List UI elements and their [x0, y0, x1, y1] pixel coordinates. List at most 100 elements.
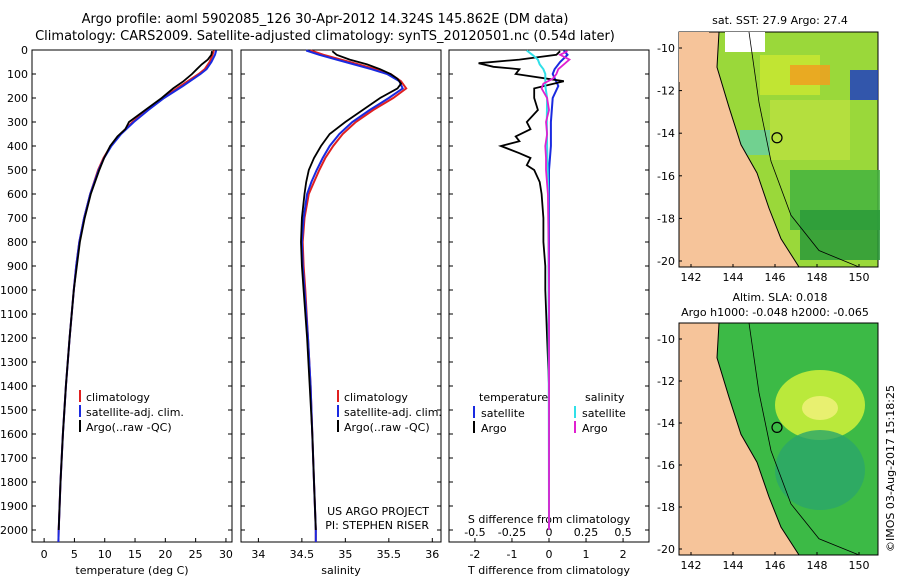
y-tick-label: 800 — [7, 236, 28, 249]
map-y-tick-label: -18 — [657, 501, 675, 514]
legend-label: climatology — [344, 391, 408, 404]
series-line-argo — [300, 50, 403, 531]
map-x-tick-label: 148 — [807, 271, 828, 284]
map-x-tick-label: 146 — [765, 559, 786, 572]
map-sst-patch — [800, 210, 880, 260]
map-sla-label: Altim. SLA: 0.018 — [732, 291, 827, 304]
y-tick-label: 1200 — [0, 332, 28, 345]
x-tick-label-temperature: 20 — [158, 548, 172, 561]
map-x-tick-label: 144 — [723, 271, 744, 284]
x-tick-label-salinity: 36 — [425, 548, 439, 561]
legend-label: satellite-adj. clim. — [344, 406, 442, 419]
plot-frame-temperature — [31, 49, 233, 543]
legend-label: climatology — [86, 391, 150, 404]
map-sst-label: sat. SST: 27.9 Argo: 27.4 — [712, 14, 848, 27]
map-y-tick-label: -12 — [657, 85, 675, 98]
legend-label: Argo — [582, 422, 608, 435]
plot-frame-salinity — [240, 49, 442, 543]
x-tick-label-difference: 1 — [583, 548, 590, 561]
x-top-tick-label: 0 — [546, 526, 553, 539]
y-tick-label: 1900 — [0, 500, 28, 513]
map-isobath — [748, 322, 860, 556]
legend-label: satellite-adj. clim. — [86, 406, 184, 419]
imos-timestamp: ©IMOS 03-Aug-2017 15:18:25 — [884, 385, 897, 552]
x-tick-label-salinity: 35.5 — [377, 548, 402, 561]
map-x-tick-label: 148 — [807, 559, 828, 572]
annotation-pi: PI: STEPHEN RISER — [325, 519, 429, 532]
legend-label: Argo(..raw -QC) — [86, 421, 172, 434]
map-isobath — [748, 31, 860, 268]
y-tick-label: 1500 — [0, 404, 28, 417]
x-tick-label-temperature: 15 — [128, 548, 142, 561]
y-tick-label: 600 — [7, 188, 28, 201]
y-tick-label: 1700 — [0, 452, 28, 465]
x-tick-label-temperature: 5 — [71, 548, 78, 561]
map-y-tick-label: -20 — [657, 255, 675, 268]
x-top-tick-label: -0.25 — [498, 526, 526, 539]
map-x-tick-label: 150 — [849, 559, 870, 572]
x-tick-label-salinity: 35 — [338, 548, 352, 561]
x-tick-label-difference: -1 — [506, 548, 517, 561]
x-tick-label-temperature: 25 — [189, 548, 203, 561]
map-y-tick-label: -10 — [657, 42, 675, 55]
map-land — [678, 31, 800, 268]
map-y-tick-label: -16 — [657, 459, 675, 472]
map-x-tick-label: 142 — [681, 271, 702, 284]
map-x-tick-label: 142 — [681, 559, 702, 572]
x-axis-title-temperature: temperature (deg C) — [75, 564, 188, 577]
y-tick-label: 2000 — [0, 524, 28, 537]
map-land — [678, 322, 800, 556]
map-land-north — [679, 32, 709, 82]
y-tick-label: 0 — [21, 44, 28, 57]
legend-label: satellite — [481, 407, 525, 420]
map-x-tick-label: 150 — [849, 271, 870, 284]
map-y-tick-label: -12 — [657, 375, 675, 388]
chart-title-line2: Climatology: CARS2009. Satellite-adjuste… — [35, 29, 615, 44]
map-cloud-mask — [725, 32, 765, 52]
y-tick-label: 1800 — [0, 476, 28, 489]
x-axis-title-salinity: salinity — [321, 564, 361, 577]
series-line-S-argo — [540, 50, 572, 530]
series-line-satellite — [57, 50, 218, 543]
map-sst-patch — [770, 100, 850, 160]
y-tick-label: 700 — [7, 212, 28, 225]
series-line-climatology — [57, 50, 215, 543]
map-sst-patch — [790, 65, 830, 85]
map-y-tick-label: -10 — [657, 333, 675, 346]
map-y-tick-label: -14 — [657, 417, 675, 430]
y-tick-label: 200 — [7, 92, 28, 105]
legend-header-salinity: salinity — [585, 391, 625, 404]
x-top-tick-label: 0.5 — [614, 526, 632, 539]
x-top-tick-label: 0.25 — [574, 526, 599, 539]
x-tick-label-salinity: 34.5 — [290, 548, 315, 561]
map-y-tick-label: -14 — [657, 127, 675, 140]
x-tick-label-difference: -2 — [469, 548, 480, 561]
y-tick-label: 1100 — [0, 308, 28, 321]
map-y-tick-label: -18 — [657, 212, 675, 225]
map-sla-low — [775, 430, 865, 510]
y-tick-label: 1400 — [0, 380, 28, 393]
y-tick-label: 1300 — [0, 356, 28, 369]
annotation-project: US ARGO PROJECT — [327, 505, 429, 518]
x-tick-label-temperature: 10 — [98, 548, 112, 561]
x-top-tick-label: -0.5 — [464, 526, 485, 539]
map-sst-patch — [740, 130, 770, 155]
x-axis-title-difference: T difference from climatology — [467, 564, 630, 577]
legend-header-temperature: temperature — [479, 391, 548, 404]
legend-label: Argo(..raw -QC) — [344, 421, 430, 434]
x-tick-label-salinity: 34 — [251, 548, 265, 561]
map-argo-position-marker — [771, 421, 783, 433]
series-line-climatology — [301, 49, 408, 542]
x-tick-label-temperature: 30 — [219, 548, 233, 561]
map-x-tick-label: 144 — [723, 559, 744, 572]
y-tick-label: 1600 — [0, 428, 28, 441]
series-line-T-argo — [478, 50, 565, 530]
legend-label: Argo — [481, 422, 507, 435]
x-tick-label-difference: 0 — [546, 548, 553, 561]
series-line-T-satellite — [548, 49, 569, 530]
y-tick-label: 400 — [7, 140, 28, 153]
map-sst-patch — [850, 70, 878, 100]
legend-label: satellite — [582, 407, 626, 420]
chart-title-line1: Argo profile: aoml 5902085_126 30-Apr-20… — [81, 12, 569, 27]
